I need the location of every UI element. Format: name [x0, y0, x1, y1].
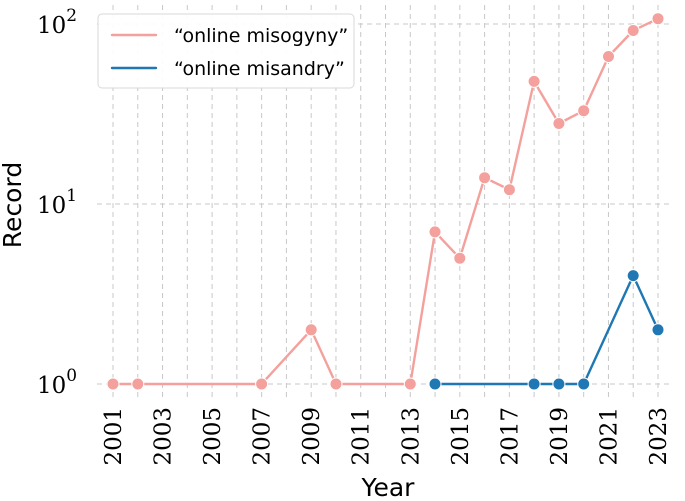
- x-tick-label: 2021: [596, 407, 622, 466]
- series-layer: [106, 12, 665, 391]
- data-point: [626, 269, 640, 283]
- y-tick-label: 102: [37, 6, 77, 39]
- x-tick-label: 2013: [398, 407, 424, 466]
- data-point: [626, 24, 640, 37]
- data-point: [403, 377, 417, 391]
- data-point: [651, 12, 665, 26]
- x-tick-label: 2001: [101, 407, 127, 466]
- legend: “online misogyny” “online misandry”: [97, 13, 355, 89]
- data-point: [304, 323, 318, 337]
- legend-label: “online misogyny”: [174, 25, 348, 47]
- series-line: [111, 17, 660, 386]
- x-tick-label: 2007: [250, 407, 276, 466]
- data-point: [527, 74, 541, 88]
- x-tick-label: 2019: [547, 407, 573, 466]
- x-axis-title: Year: [361, 473, 416, 501]
- data-point: [106, 377, 120, 391]
- y-axis-title: Record: [0, 162, 27, 248]
- data-point: [329, 377, 343, 391]
- data-point: [602, 50, 615, 63]
- x-tick-label: 2009: [299, 407, 325, 466]
- x-tick-label: 2015: [448, 407, 474, 466]
- data-point: [453, 251, 467, 265]
- data-point: [502, 183, 516, 197]
- series-online-misogyny: [106, 12, 665, 391]
- y-tick-label: 101: [37, 186, 77, 219]
- data-point: [255, 377, 269, 391]
- series-line: [433, 274, 660, 386]
- data-point: [527, 377, 541, 391]
- data-point: [131, 377, 145, 391]
- data-point: [552, 377, 566, 391]
- y-tick-label: 100: [37, 366, 77, 399]
- data-point: [577, 377, 591, 391]
- series-online-misandry: [428, 269, 665, 391]
- data-point: [428, 225, 442, 239]
- x-tick-label: 2023: [646, 407, 672, 466]
- x-tick-label: 2011: [349, 407, 375, 466]
- x-tick-label: 2005: [200, 407, 226, 466]
- data-point: [552, 117, 566, 130]
- data-point: [577, 104, 591, 118]
- x-tick-label: 2003: [151, 407, 177, 466]
- data-point: [428, 377, 442, 391]
- axes: 2001 2003 2005 2007 2009 2011 2013 2015 2017 2019…: [37, 6, 672, 466]
- data-point: [651, 323, 665, 337]
- data-point: [478, 171, 492, 185]
- legend-box: [97, 13, 355, 89]
- legend-label: “online misandry”: [174, 58, 345, 80]
- x-tick-label: 2017: [497, 407, 523, 466]
